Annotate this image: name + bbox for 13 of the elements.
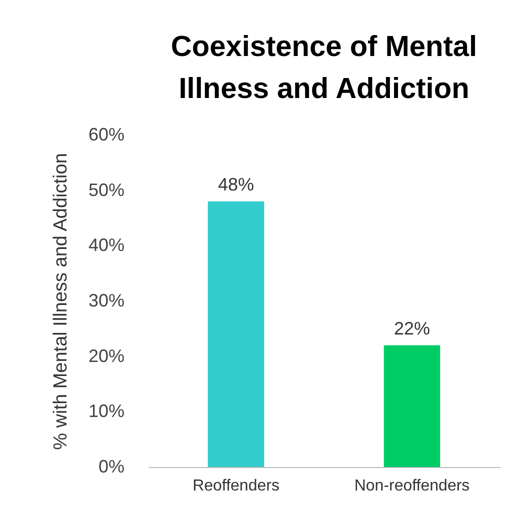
y-tick-label: 30% xyxy=(88,290,124,310)
chart-title: Coexistence of Mental Illness and Addiction xyxy=(170,31,478,105)
y-tick-label: 20% xyxy=(88,346,124,366)
data-label: 22% xyxy=(394,318,430,338)
y-tick-label: 40% xyxy=(88,235,124,256)
y-axis-title: % with Mental Illness and Addiction xyxy=(50,153,72,450)
x-tick-label: Reoffenders xyxy=(192,478,280,494)
y-tick-label: 10% xyxy=(88,401,124,422)
y-tick-label: 50% xyxy=(88,180,124,200)
y-tick-label: 0% xyxy=(98,456,124,476)
data-label: 48% xyxy=(218,174,254,194)
x-tick-label: Non-reoffenders xyxy=(354,478,470,494)
y-tick-label: 60% xyxy=(88,124,124,144)
